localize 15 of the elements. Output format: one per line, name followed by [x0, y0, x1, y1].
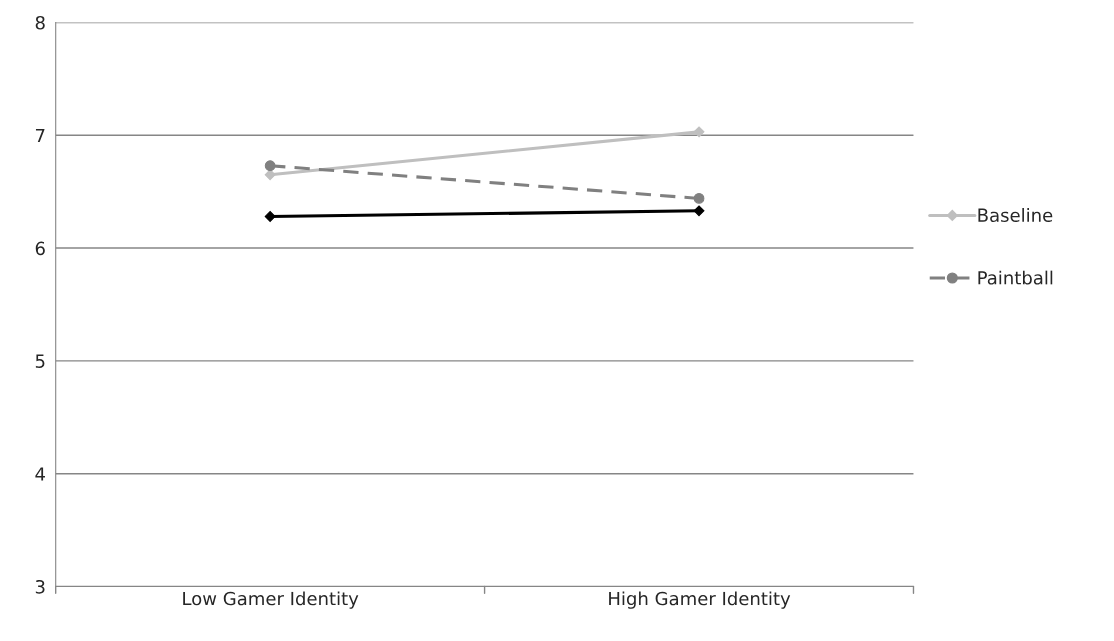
- point: [693, 205, 705, 217]
- point: [264, 160, 276, 172]
- y-tick-label: 6: [35, 241, 45, 256]
- y-tick-label: 8: [35, 15, 45, 30]
- x-tick-label: High Gamer Identity: [609, 591, 791, 609]
- y-tick-label: 4: [35, 467, 45, 481]
- y-tick-label: 3: [35, 579, 45, 594]
- legend-label: Paintball: [978, 270, 1053, 285]
- legend-label: Baseline: [978, 208, 1053, 222]
- y-tick-label: 7: [35, 128, 45, 143]
- x-tick-label: Low Gamer Identity: [183, 591, 359, 609]
- point: [693, 126, 705, 138]
- point: [264, 211, 276, 222]
- point: [693, 193, 705, 204]
- y-tick-label: 5: [35, 354, 45, 368]
